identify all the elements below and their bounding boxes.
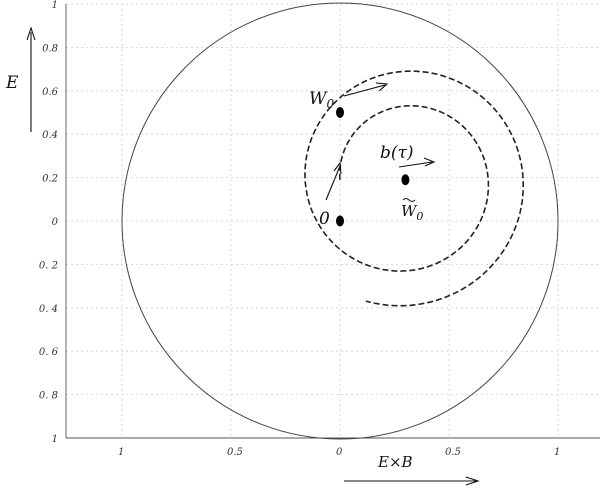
- w0-label: W0: [309, 89, 334, 111]
- x-axis-label: E×B: [377, 453, 413, 471]
- point-1: [336, 215, 344, 227]
- points: [336, 107, 410, 227]
- y-tick-label-6: 0. 2: [39, 260, 58, 271]
- axes: [65, 4, 600, 439]
- w0-tilde-mark: [402, 198, 416, 202]
- e-axis-arrowhead: [26, 26, 36, 41]
- y-tick-label-7: 0. 4: [39, 304, 58, 315]
- x-tick-label-4: 1: [554, 447, 560, 458]
- y-tick-label-0: 1: [52, 0, 58, 11]
- exb-axis-arrowhead: [465, 476, 480, 486]
- y-tick-label-2: 0.6: [42, 87, 59, 98]
- y-tick-label-8: 0. 6: [39, 347, 59, 358]
- x-tick-label-1: 0.5: [227, 447, 243, 458]
- y-tick-label-5: 0: [52, 217, 59, 228]
- grid: [66, 3, 600, 439]
- w0-arrowhead: [375, 82, 389, 92]
- y-axis-label: E: [5, 73, 19, 93]
- x-tick-label-3: 0.5: [445, 447, 461, 458]
- w0-tilde-label: W0: [401, 202, 423, 223]
- trajectory-b-tau: [304, 70, 524, 307]
- w0-tilde-arrowhead: [423, 157, 436, 167]
- y-tick-labels: 1 0.8 0.6 0.4 0.2 0 0. 2 0. 4 0. 6 0. 8 1: [39, 0, 59, 445]
- origin-arrowhead: [333, 161, 342, 175]
- y-tick-label-4: 0.2: [42, 174, 58, 185]
- w0-arrow: [343, 84, 386, 97]
- unit-circle: [121, 2, 559, 440]
- y-tick-label-3: 0.4: [42, 130, 58, 141]
- x-tick-label-2: 0: [336, 447, 343, 458]
- y-tick-label-1: 0.8: [42, 43, 58, 54]
- point-0: [336, 107, 344, 118]
- x-tick-labels: 1 0.5 0 0.5 1: [118, 447, 560, 458]
- b-tau-label: b(τ): [380, 143, 414, 163]
- origin-label: 0: [319, 209, 330, 229]
- y-tick-label-10: 1: [52, 434, 58, 445]
- y-tick-label-9: 0. 8: [39, 391, 58, 402]
- origin-arrow: [325, 165, 341, 201]
- x-tick-label-0: 1: [118, 447, 124, 458]
- point-2: [401, 174, 410, 186]
- w0-tilde-arrow: [398, 161, 433, 168]
